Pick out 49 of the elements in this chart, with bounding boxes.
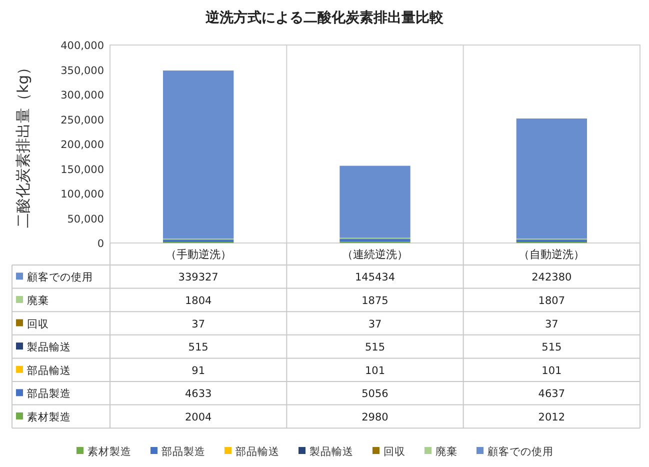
legend-item: 部品製造 bbox=[150, 446, 206, 458]
data-label: 145434 bbox=[354, 272, 396, 284]
legend-label: 廃棄 bbox=[27, 294, 49, 307]
y-tick-label: 300,000 bbox=[60, 90, 104, 102]
data-label: 1804 bbox=[184, 294, 212, 307]
legend-item: 製品輸送 bbox=[298, 446, 354, 458]
y-tick-label: 350,000 bbox=[60, 64, 104, 77]
data-label: 4633 bbox=[184, 388, 212, 400]
data-label: 242380 bbox=[532, 272, 572, 284]
x-tick-label: （連続逆洗） bbox=[342, 248, 408, 261]
x-tick-label: （手動逆洗） bbox=[165, 248, 232, 261]
y-tick-label: 150,000 bbox=[60, 164, 104, 176]
data-label: 2980 bbox=[362, 411, 388, 424]
y-tick-label: 200,000 bbox=[60, 139, 104, 151]
data-label: 37 bbox=[544, 318, 558, 330]
data-label: 2004 bbox=[184, 411, 212, 424]
data-label: 515 bbox=[364, 342, 386, 354]
data-label: 101 bbox=[364, 364, 386, 377]
legend-label: 回収 bbox=[27, 317, 49, 330]
data-label: 2012 bbox=[538, 411, 566, 424]
y-tick-label: 50,000 bbox=[67, 213, 104, 226]
data-label: 5056 bbox=[362, 388, 389, 400]
y-tick-label: 250,000 bbox=[60, 114, 104, 126]
data-label: 1875 bbox=[362, 294, 388, 307]
data-label: 91 bbox=[192, 364, 206, 377]
data-label: 4637 bbox=[538, 388, 566, 400]
x-tick-label: （自動逆洗） bbox=[518, 248, 585, 261]
legend-label: 顧客での使用 bbox=[27, 270, 93, 284]
y-tick-label: 400,000 bbox=[60, 40, 104, 52]
legend-label: 素材製造 bbox=[27, 410, 71, 424]
y-tick-label: 100,000 bbox=[60, 188, 104, 200]
legend-item: 部品輸送 bbox=[224, 446, 280, 458]
data-label: 515 bbox=[542, 342, 562, 354]
legend-label: 部品製造 bbox=[27, 387, 71, 400]
data-label: 339327 bbox=[178, 272, 218, 284]
legend-label: 部品輸送 bbox=[27, 364, 71, 377]
data-label: 37 bbox=[368, 318, 382, 330]
data-label: 101 bbox=[542, 364, 562, 377]
data-label: 37 bbox=[192, 318, 206, 330]
chart-title: 逆洗方式による二酸化炭素排出量比較 bbox=[204, 9, 444, 26]
legend-item: 廃棄 bbox=[424, 446, 458, 458]
legend-item: 顧客での使用 bbox=[476, 446, 554, 458]
legend-label: 製品輸送 bbox=[27, 340, 71, 354]
y-tick-label: 0 bbox=[97, 238, 104, 250]
legend-item: 回収 bbox=[372, 446, 406, 458]
legend-item: 素材製造 bbox=[76, 446, 132, 458]
data-label: 515 bbox=[188, 342, 208, 354]
y-axis-title: 二酸化炭素排出量（kg） bbox=[14, 60, 32, 228]
data-label: 1807 bbox=[538, 294, 566, 307]
